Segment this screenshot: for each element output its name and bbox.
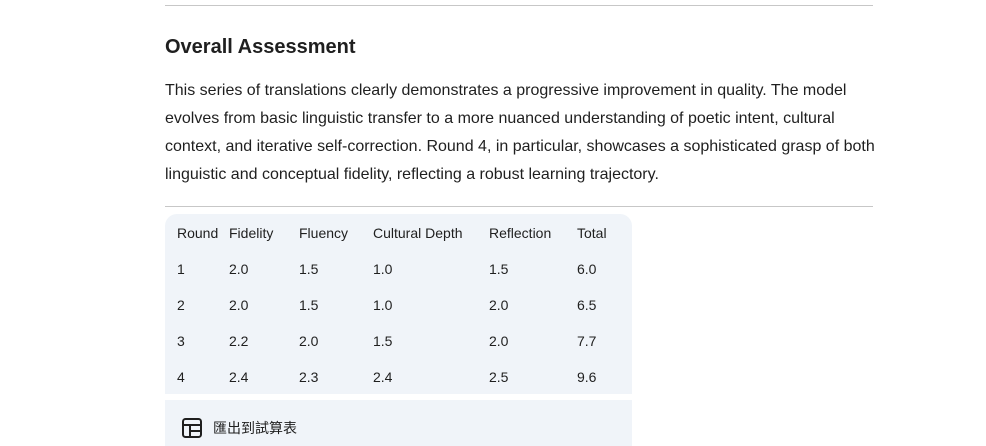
cell-cultural-depth: 2.4 (373, 369, 393, 385)
export-to-sheets-button[interactable]: 匯出到試算表 (181, 417, 297, 439)
assessment-paragraph: This series of translations clearly demo… (165, 82, 875, 183)
cell-reflection: 2.0 (489, 333, 509, 349)
table-row: 4 2.4 2.3 2.4 2.5 9.6 (165, 359, 632, 395)
header-cultural-depth: Cultural Depth (373, 224, 463, 241)
header-round: Round (177, 224, 219, 241)
section-divider (165, 206, 873, 207)
cell-fluency: 1.5 (299, 261, 319, 277)
header-fluency: Fluency (299, 224, 349, 241)
cell-reflection: 2.0 (489, 297, 509, 313)
table-row: 3 2.2 2.0 1.5 2.0 7.7 (165, 323, 632, 359)
cell-total: 7.7 (577, 333, 597, 349)
table-row: 1 2.0 1.5 1.0 1.5 6.0 (165, 251, 632, 287)
cell-total: 6.0 (577, 261, 597, 277)
export-bar: 匯出到試算表 (165, 400, 632, 446)
cell-round: 3 (177, 333, 185, 349)
table-row: 2 2.0 1.5 1.0 2.0 6.5 (165, 287, 632, 323)
cell-round: 2 (177, 297, 185, 313)
cell-cultural-depth: 1.0 (373, 297, 393, 313)
table-grid-icon (181, 417, 203, 439)
cell-total: 6.5 (577, 297, 597, 313)
cell-fidelity: 2.0 (229, 261, 249, 277)
cell-fluency: 2.3 (299, 369, 319, 385)
cell-fluency: 1.5 (299, 297, 319, 313)
score-table: Round Fidelity Fluency Cultural Depth Re… (165, 214, 632, 395)
cell-fidelity: 2.4 (229, 369, 249, 385)
top-divider (165, 5, 873, 6)
cell-fluency: 2.0 (299, 333, 319, 349)
cell-total: 9.6 (577, 369, 597, 385)
header-fidelity: Fidelity (229, 224, 274, 241)
cell-round: 4 (177, 369, 185, 385)
cell-round: 1 (177, 261, 185, 277)
cell-reflection: 1.5 (489, 261, 509, 277)
header-total: Total (577, 224, 607, 241)
cell-fidelity: 2.0 (229, 297, 249, 313)
table-header-row: Round Fidelity Fluency Cultural Depth Re… (165, 214, 632, 251)
score-table-container: Round Fidelity Fluency Cultural Depth Re… (165, 214, 632, 394)
cell-cultural-depth: 1.0 (373, 261, 393, 277)
cell-fidelity: 2.2 (229, 333, 249, 349)
section-heading: Overall Assessment (165, 36, 356, 58)
cell-reflection: 2.5 (489, 369, 509, 385)
header-reflection: Reflection (489, 224, 552, 241)
cell-cultural-depth: 1.5 (373, 333, 393, 349)
export-label: 匯出到試算表 (213, 421, 297, 437)
